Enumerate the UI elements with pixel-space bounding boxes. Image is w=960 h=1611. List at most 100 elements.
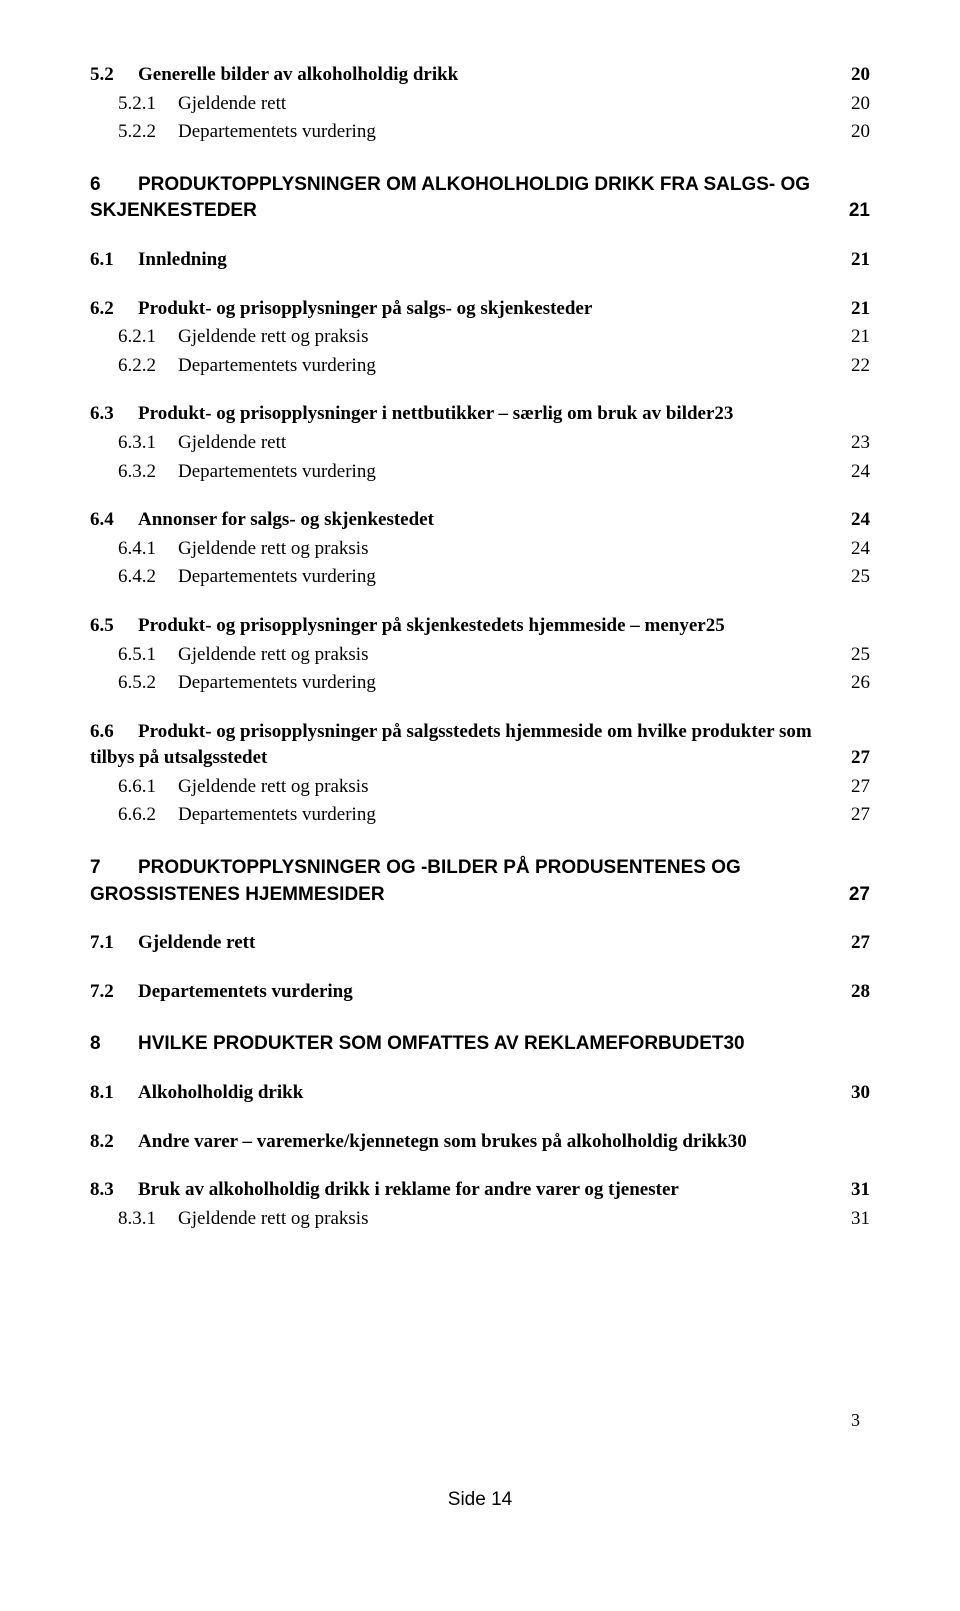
toc-entry-number: 8.1 <box>90 1080 138 1107</box>
toc-entry-number: 6.6 <box>90 719 138 746</box>
toc-entry: 7.1Gjeldende rett 27 <box>90 930 870 957</box>
toc-entry-text: 6.6.1Gjeldende rett og praksis <box>118 774 843 801</box>
toc-entry-number: 8.2 <box>90 1129 138 1156</box>
toc-entry-page: 25 <box>851 642 870 669</box>
toc-entry: 8.3.1Gjeldende rett og praksis31 <box>90 1206 870 1233</box>
toc-entry-page: 20 <box>851 91 870 118</box>
toc-entry-number: 6.6.2 <box>118 802 178 829</box>
toc-entry-text: 5.2.2Departementets vurdering <box>118 119 843 146</box>
toc-entry-page: 30 <box>851 1080 870 1107</box>
toc-entry-number: 5.2 <box>90 62 138 89</box>
toc-entry-page: 31 <box>851 1206 870 1233</box>
toc-entry: 6.6.2Departementets vurdering27 <box>90 802 870 829</box>
toc-entry-page: 20 <box>851 62 870 89</box>
toc-entry-number: 6.1 <box>90 247 138 274</box>
toc-entry-number: 7.2 <box>90 979 138 1006</box>
toc-entry-number: 8.3 <box>90 1177 138 1204</box>
toc-entry-page: 24 <box>851 536 870 563</box>
toc-entry: 6.6.1Gjeldende rett og praksis27 <box>90 774 870 801</box>
toc-entry-text: 6.4.1Gjeldende rett og praksis <box>118 536 843 563</box>
document-page-number: 3 <box>851 1410 860 1431</box>
toc-entry-number: 6.4.1 <box>118 536 178 563</box>
toc-entry: 6.3.2Departementets vurdering 24 <box>90 459 870 486</box>
toc-entry-number: 5.2.1 <box>118 91 178 118</box>
toc-entry-page: 25 <box>851 564 870 591</box>
toc-entry: 6.2.1Gjeldende rett og praksis21 <box>90 324 870 351</box>
toc-entry-page: 27 <box>851 802 870 829</box>
toc-entry: 7.2Departementets vurdering 28 <box>90 979 870 1006</box>
toc-entry: 6.4.2Departementets vurdering 25 <box>90 564 870 591</box>
toc-entry-number: 6.4.2 <box>118 564 178 591</box>
toc-entry: 6PRODUKTOPPLYSNINGER OM ALKOHOLHOLDIG DR… <box>90 172 870 225</box>
toc-entry-text: 6.5.1Gjeldende rett og praksis <box>118 642 843 669</box>
toc-entry: 6.3Produkt- og prisopplysninger i nettbu… <box>90 401 870 428</box>
toc-entry-page: 23 <box>714 403 733 424</box>
toc-entry: 6.4.1Gjeldende rett og praksis 24 <box>90 536 870 563</box>
toc-entry: 5.2.2Departementets vurdering 20 <box>90 119 870 146</box>
toc-entry: 6.5.2Departementets vurdering 26 <box>90 670 870 697</box>
toc-entry-text: 6.6Produkt- og prisopplysninger på salgs… <box>90 719 843 772</box>
toc-entry: 6.1Innledning 21 <box>90 247 870 274</box>
toc-entry-text: 6.2.1Gjeldende rett og praksis <box>118 324 843 351</box>
toc-entry-number: 6.6.1 <box>118 774 178 801</box>
toc-entry-text: 5.2.1Gjeldende rett <box>118 91 843 118</box>
toc-entry-text: 6.2.2Departementets vurdering <box>118 353 843 380</box>
toc-entry: 6.5.1Gjeldende rett og praksis 25 <box>90 642 870 669</box>
toc-entry-number: 6 <box>90 172 138 199</box>
toc-entry-text: 6.1Innledning <box>90 247 843 274</box>
toc-entry-text: 7.2Departementets vurdering <box>90 979 843 1006</box>
toc-entry-page: 24 <box>851 507 870 534</box>
toc-entry-number: 6.5.1 <box>118 642 178 669</box>
toc-entry-page: 20 <box>851 119 870 146</box>
toc-entry: 8.3Bruk av alkoholholdig drikk i reklame… <box>90 1177 870 1204</box>
toc-entry: 6.3.1Gjeldende rett23 <box>90 430 870 457</box>
toc-entry-page: 27 <box>849 882 870 909</box>
toc-entry: 5.2Generelle bilder av alkoholholdig dri… <box>90 62 870 89</box>
toc-entry-text: 6.3.2Departementets vurdering <box>118 459 843 486</box>
toc-entry-text: 8.3Bruk av alkoholholdig drikk i reklame… <box>90 1177 843 1204</box>
toc-entry-number: 6.2.2 <box>118 353 178 380</box>
toc-entry-number: 6.2.1 <box>118 324 178 351</box>
toc-entry-text: 6.2Produkt- og prisopplysninger på salgs… <box>90 296 843 323</box>
toc-entry-text: HVILKE PRODUKTER SOM OMFATTES AV REKLAME… <box>138 1033 723 1054</box>
toc-entry-page: 26 <box>851 670 870 697</box>
toc-entry: 8HVILKE PRODUKTER SOM OMFATTES AV REKLAM… <box>90 1031 870 1058</box>
toc-entry-text: Produkt- og prisopplysninger i nettbutik… <box>138 403 714 424</box>
table-of-contents: 5.2Generelle bilder av alkoholholdig dri… <box>90 62 870 1232</box>
toc-entry-number: 7 <box>90 855 138 882</box>
toc-entry-text: 6.4Annonser for salgs- og skjenkestedet <box>90 507 843 534</box>
toc-entry-page: 25 <box>706 615 725 636</box>
toc-entry-number: 7.1 <box>90 930 138 957</box>
toc-entry-text: 7.1Gjeldende rett <box>90 930 843 957</box>
toc-entry-text: 6PRODUKTOPPLYSNINGER OM ALKOHOLHOLDIG DR… <box>90 172 841 225</box>
toc-entry: 6.2Produkt- og prisopplysninger på salgs… <box>90 296 870 323</box>
toc-entry-number: 6.3 <box>90 401 138 428</box>
toc-entry-page: 30 <box>723 1033 744 1054</box>
toc-entry-page: 21 <box>851 296 870 323</box>
toc-entry-number: 6.5.2 <box>118 670 178 697</box>
toc-entry-page: 21 <box>851 247 870 274</box>
toc-entry: 8.1Alkoholholdig drikk 30 <box>90 1080 870 1107</box>
toc-entry: 6.2.2Departementets vurdering 22 <box>90 353 870 380</box>
toc-entry-text: Produkt- og prisopplysninger på skjenkes… <box>138 615 706 636</box>
toc-entry-number: 8.3.1 <box>118 1206 178 1233</box>
toc-entry-page: 21 <box>849 198 870 225</box>
toc-entry-text: Andre varer – varemerke/kjennetegn som b… <box>138 1131 728 1152</box>
toc-entry-text: 7PRODUKTOPPLYSNINGER OG -BILDER PÅ PRODU… <box>90 855 841 908</box>
toc-entry-page: 27 <box>851 930 870 957</box>
toc-entry-text: 6.5.2Departementets vurdering <box>118 670 843 697</box>
toc-entry-page: 24 <box>851 459 870 486</box>
toc-entry-page: 31 <box>851 1177 870 1204</box>
toc-entry-number: 6.5 <box>90 613 138 640</box>
toc-entry-number: 6.2 <box>90 296 138 323</box>
toc-entry-page: 22 <box>851 353 870 380</box>
toc-entry-text: 6.3.1Gjeldende rett <box>118 430 843 457</box>
toc-entry: 6.4Annonser for salgs- og skjenkestedet 2… <box>90 507 870 534</box>
toc-entry-page: 28 <box>851 979 870 1006</box>
toc-entry-number: 6.3.2 <box>118 459 178 486</box>
toc-entry-text: 8.1Alkoholholdig drikk <box>90 1080 843 1107</box>
toc-entry: 7PRODUKTOPPLYSNINGER OG -BILDER PÅ PRODU… <box>90 855 870 908</box>
toc-entry-text: 6.4.2Departementets vurdering <box>118 564 843 591</box>
pdf-page-label: Side 14 <box>0 1489 960 1511</box>
toc-entry-number: 6.3.1 <box>118 430 178 457</box>
